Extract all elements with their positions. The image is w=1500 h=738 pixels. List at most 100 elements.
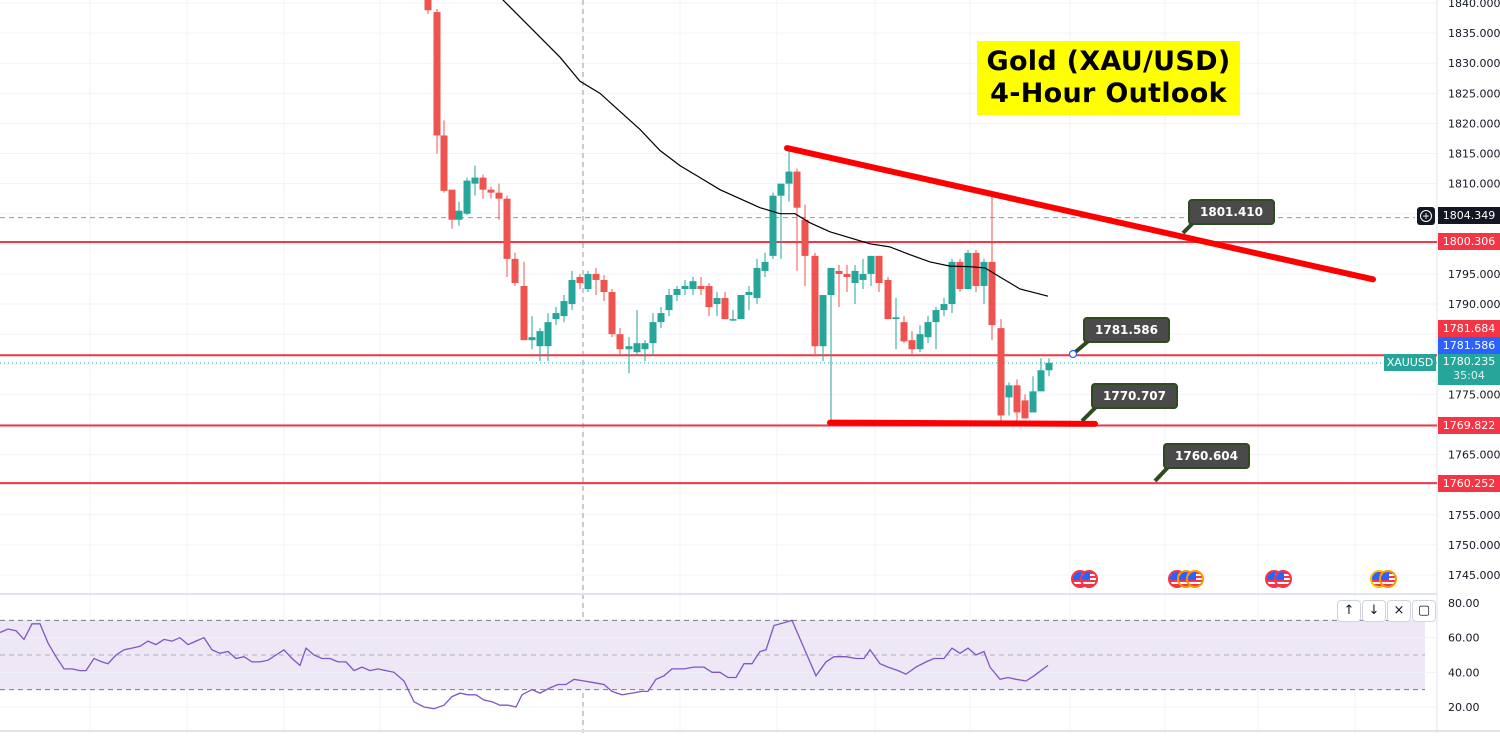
trendline: [784, 145, 1376, 283]
candle: [705, 285, 713, 308]
price-tick: 1810.000: [1448, 178, 1500, 191]
candle: [625, 346, 633, 350]
candle: [495, 192, 503, 199]
candle: [1021, 400, 1029, 419]
candle: [576, 276, 584, 283]
rsi-tick: 20.00: [1448, 701, 1480, 714]
candle: [892, 317, 900, 320]
move-pane-down-button[interactable]: ↓: [1362, 600, 1386, 622]
candle: [681, 285, 689, 289]
candle: [1005, 385, 1013, 398]
current-price: 1780.235: [1442, 355, 1496, 368]
maximize-pane-button[interactable]: ▢: [1412, 600, 1436, 622]
candle: [745, 292, 753, 296]
candle: [867, 255, 875, 274]
candle: [536, 331, 544, 347]
candle: [908, 340, 916, 350]
price-axis: 1840.000 1835.000 1830.000 1825.000 1820.000…: [1448, 0, 1500, 714]
candle: [721, 298, 729, 320]
candle: [697, 285, 705, 289]
candle: [972, 252, 980, 286]
candle: [520, 285, 528, 341]
title-line-2: 4-Hour Outlook: [990, 78, 1227, 109]
price-tick: 1815.000: [1448, 148, 1500, 161]
economic-event-us-icon[interactable]: [1186, 570, 1204, 588]
candle: [568, 279, 576, 305]
candle: [948, 261, 956, 305]
candle: [463, 180, 471, 214]
candle: [769, 195, 777, 256]
candle: [608, 292, 616, 335]
candle: [964, 252, 972, 289]
candle: [729, 319, 737, 321]
bar-countdown: 35:04: [1453, 369, 1485, 382]
move-pane-up-button[interactable]: ↑: [1337, 600, 1361, 622]
candle: [544, 322, 552, 347]
candle: [633, 343, 641, 353]
candle: [932, 310, 940, 323]
candle: [649, 322, 657, 344]
economic-event-us-icon[interactable]: [1080, 570, 1098, 588]
candle: [859, 273, 867, 280]
price-tick: 1755.000: [1448, 509, 1500, 522]
candle: [479, 177, 487, 190]
rsi-line: [0, 619, 1049, 710]
callout-1801[interactable]: 1801.410: [1188, 199, 1276, 225]
candle: [737, 295, 745, 320]
rsi-tick: 80.00: [1448, 597, 1480, 610]
callout-1781[interactable]: 1781.586: [1083, 317, 1171, 343]
price-tick: 1825.000: [1448, 87, 1500, 100]
rsi-tick: 40.00: [1448, 666, 1480, 679]
support2-price-tag: 1760.252: [1438, 475, 1500, 492]
candle: [455, 210, 463, 220]
price-tick: 1775.000: [1448, 388, 1500, 401]
crosshair-add-icon[interactable]: +: [1417, 207, 1435, 225]
candle: [1029, 391, 1037, 413]
alert-price-tag: 1781.586: [1438, 337, 1500, 354]
crosshair-price-tag: 1804.349: [1438, 207, 1500, 224]
candle: [503, 198, 511, 259]
candle: [1045, 362, 1053, 371]
price-tick: 1790.000: [1448, 298, 1500, 311]
candle: [487, 189, 495, 193]
price-tick: 1840.000: [1448, 0, 1500, 10]
candle: [753, 267, 761, 299]
economic-event-us-icon[interactable]: [1274, 570, 1292, 588]
candle: [511, 258, 519, 283]
callout-1770[interactable]: 1770.707: [1091, 383, 1179, 409]
level-high-price-tag: 1781.684: [1438, 320, 1500, 337]
candlestick-series: [424, 0, 1053, 422]
candle: [801, 219, 809, 256]
candle: [924, 322, 932, 338]
rsi-tick: 60.00: [1448, 632, 1480, 645]
current-price-tag: 1780.235 35:04: [1438, 354, 1500, 385]
candle: [592, 273, 600, 280]
support1-price-tag: 1769.822: [1438, 417, 1500, 434]
candle: [1013, 385, 1021, 413]
candle: [785, 171, 793, 184]
candle: [811, 255, 819, 347]
candle: [843, 273, 851, 277]
alert-anchor-icon: [1068, 349, 1078, 359]
candle: [657, 313, 665, 323]
price-tick: 1835.000: [1448, 27, 1500, 40]
candle: [793, 171, 801, 208]
price-tick: 1830.000: [1448, 57, 1500, 70]
candle: [916, 334, 924, 350]
candle: [997, 328, 1005, 416]
candle: [448, 189, 456, 220]
candle: [616, 334, 624, 350]
rsi-pane: [0, 619, 1500, 732]
candle: [689, 281, 697, 289]
candle: [673, 288, 681, 296]
candle: [560, 301, 568, 317]
candle: [424, 0, 432, 11]
candle: [884, 279, 892, 320]
close-pane-button[interactable]: ×: [1387, 600, 1411, 622]
price-tick: 1765.000: [1448, 449, 1500, 462]
price-tick: 1795.000: [1448, 268, 1500, 281]
callout-1760[interactable]: 1760.604: [1163, 443, 1251, 469]
economic-event-us-icon[interactable]: [1379, 570, 1397, 588]
